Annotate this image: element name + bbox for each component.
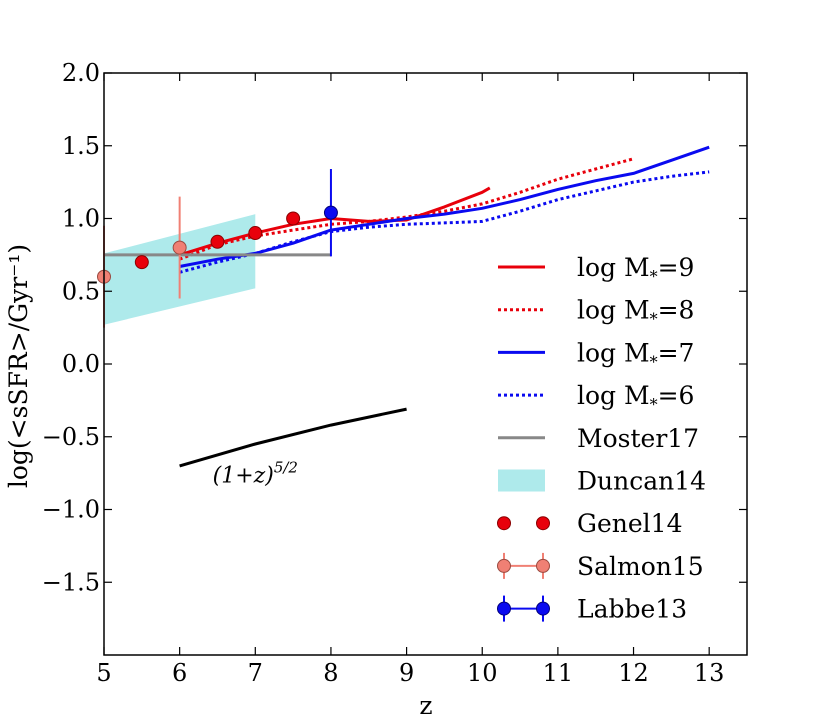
legend-label-0: log M*=9: [577, 253, 694, 286]
x-tick-label-6: 6: [172, 659, 187, 687]
legend-label-3: log M*=6: [577, 381, 694, 414]
legend-label-2: log M*=7: [577, 338, 694, 371]
slope-annotation: (1+z)5/2: [213, 459, 298, 489]
y-ticks: 2.0 1.5 1.0 0.5 0.0 −0.5 −1.0 −1.5: [42, 59, 747, 596]
legend: log M*=9 log M*=8 log M*=7 log M*=6 Moster17…: [497, 253, 706, 624]
legend-entry-3: log M*=6: [498, 381, 694, 414]
y-tick-label-3: 0.5: [62, 277, 100, 305]
marker-genel14-0: [134, 255, 149, 270]
series-line-5: [179, 407, 407, 468]
x-tick-label-7: 7: [248, 659, 263, 687]
legend-label-6: Genel14: [577, 509, 682, 538]
legend-marker-7-0: [497, 558, 511, 573]
legend-swatch-5: [498, 469, 545, 492]
y-tick-label-0: 2.0: [62, 59, 100, 87]
legend-entry-8: Labbe13: [497, 595, 687, 624]
x-tick-label-5: 5: [96, 659, 111, 687]
x-tick-label-13: 13: [694, 659, 725, 687]
x-tick-label-8: 8: [323, 659, 338, 687]
y-tick-label-4: 0.0: [62, 350, 100, 378]
legend-entry-0: log M*=9: [498, 253, 694, 286]
x-tick-label-12: 12: [618, 659, 649, 687]
x-tick-label-9: 9: [399, 659, 414, 687]
y-tick-label-1: 1.5: [62, 132, 100, 160]
legend-label-8: Labbe13: [577, 595, 687, 624]
plot-area: [97, 145, 710, 468]
y-axis-label: log(<sSFR>/Gyr⁻¹): [4, 244, 33, 488]
marker-genel14-3: [286, 211, 301, 226]
y-tick-label-2: 1.0: [62, 205, 100, 233]
marker-labbe13-0: [323, 205, 338, 220]
legend-entry-6: Genel14: [497, 509, 682, 538]
legend-entry-4: Moster17: [498, 424, 699, 453]
x-ticks: 5 6 7 8 9 10 11 12 13: [96, 73, 724, 687]
legend-entry-2: log M*=7: [498, 338, 694, 371]
marker-genel14-2: [248, 226, 263, 241]
legend-marker-6-1: [536, 516, 550, 531]
legend-label-4: Moster17: [577, 424, 699, 453]
legend-label-7: Salmon15: [577, 552, 704, 581]
x-tick-label-11: 11: [543, 659, 574, 687]
series-line-3: [179, 170, 710, 274]
x-axis-label: z: [419, 691, 432, 720]
y-tick-label-7: −1.5: [42, 568, 100, 596]
legend-label-5: Duncan14: [577, 467, 706, 496]
legend-entry-1: log M*=8: [498, 296, 694, 329]
y-tick-label-6: −1.0: [42, 496, 100, 524]
annotations: (1+z)5/2: [213, 459, 298, 489]
legend-entry-7: Salmon15: [497, 552, 704, 581]
legend-marker-7-1: [536, 558, 550, 573]
legend-marker-6-0: [497, 516, 511, 531]
legend-label-1: log M*=8: [577, 296, 694, 329]
marker-salmon15-1: [172, 240, 187, 255]
series-line-0: [179, 186, 491, 257]
y-tick-label-5: −0.5: [42, 423, 100, 451]
legend-marker-8-0: [497, 601, 511, 616]
legend-entry-5: Duncan14: [498, 467, 706, 496]
x-tick-label-10: 10: [467, 659, 498, 687]
legend-marker-8-1: [536, 601, 550, 616]
marker-genel14-1: [210, 234, 225, 249]
